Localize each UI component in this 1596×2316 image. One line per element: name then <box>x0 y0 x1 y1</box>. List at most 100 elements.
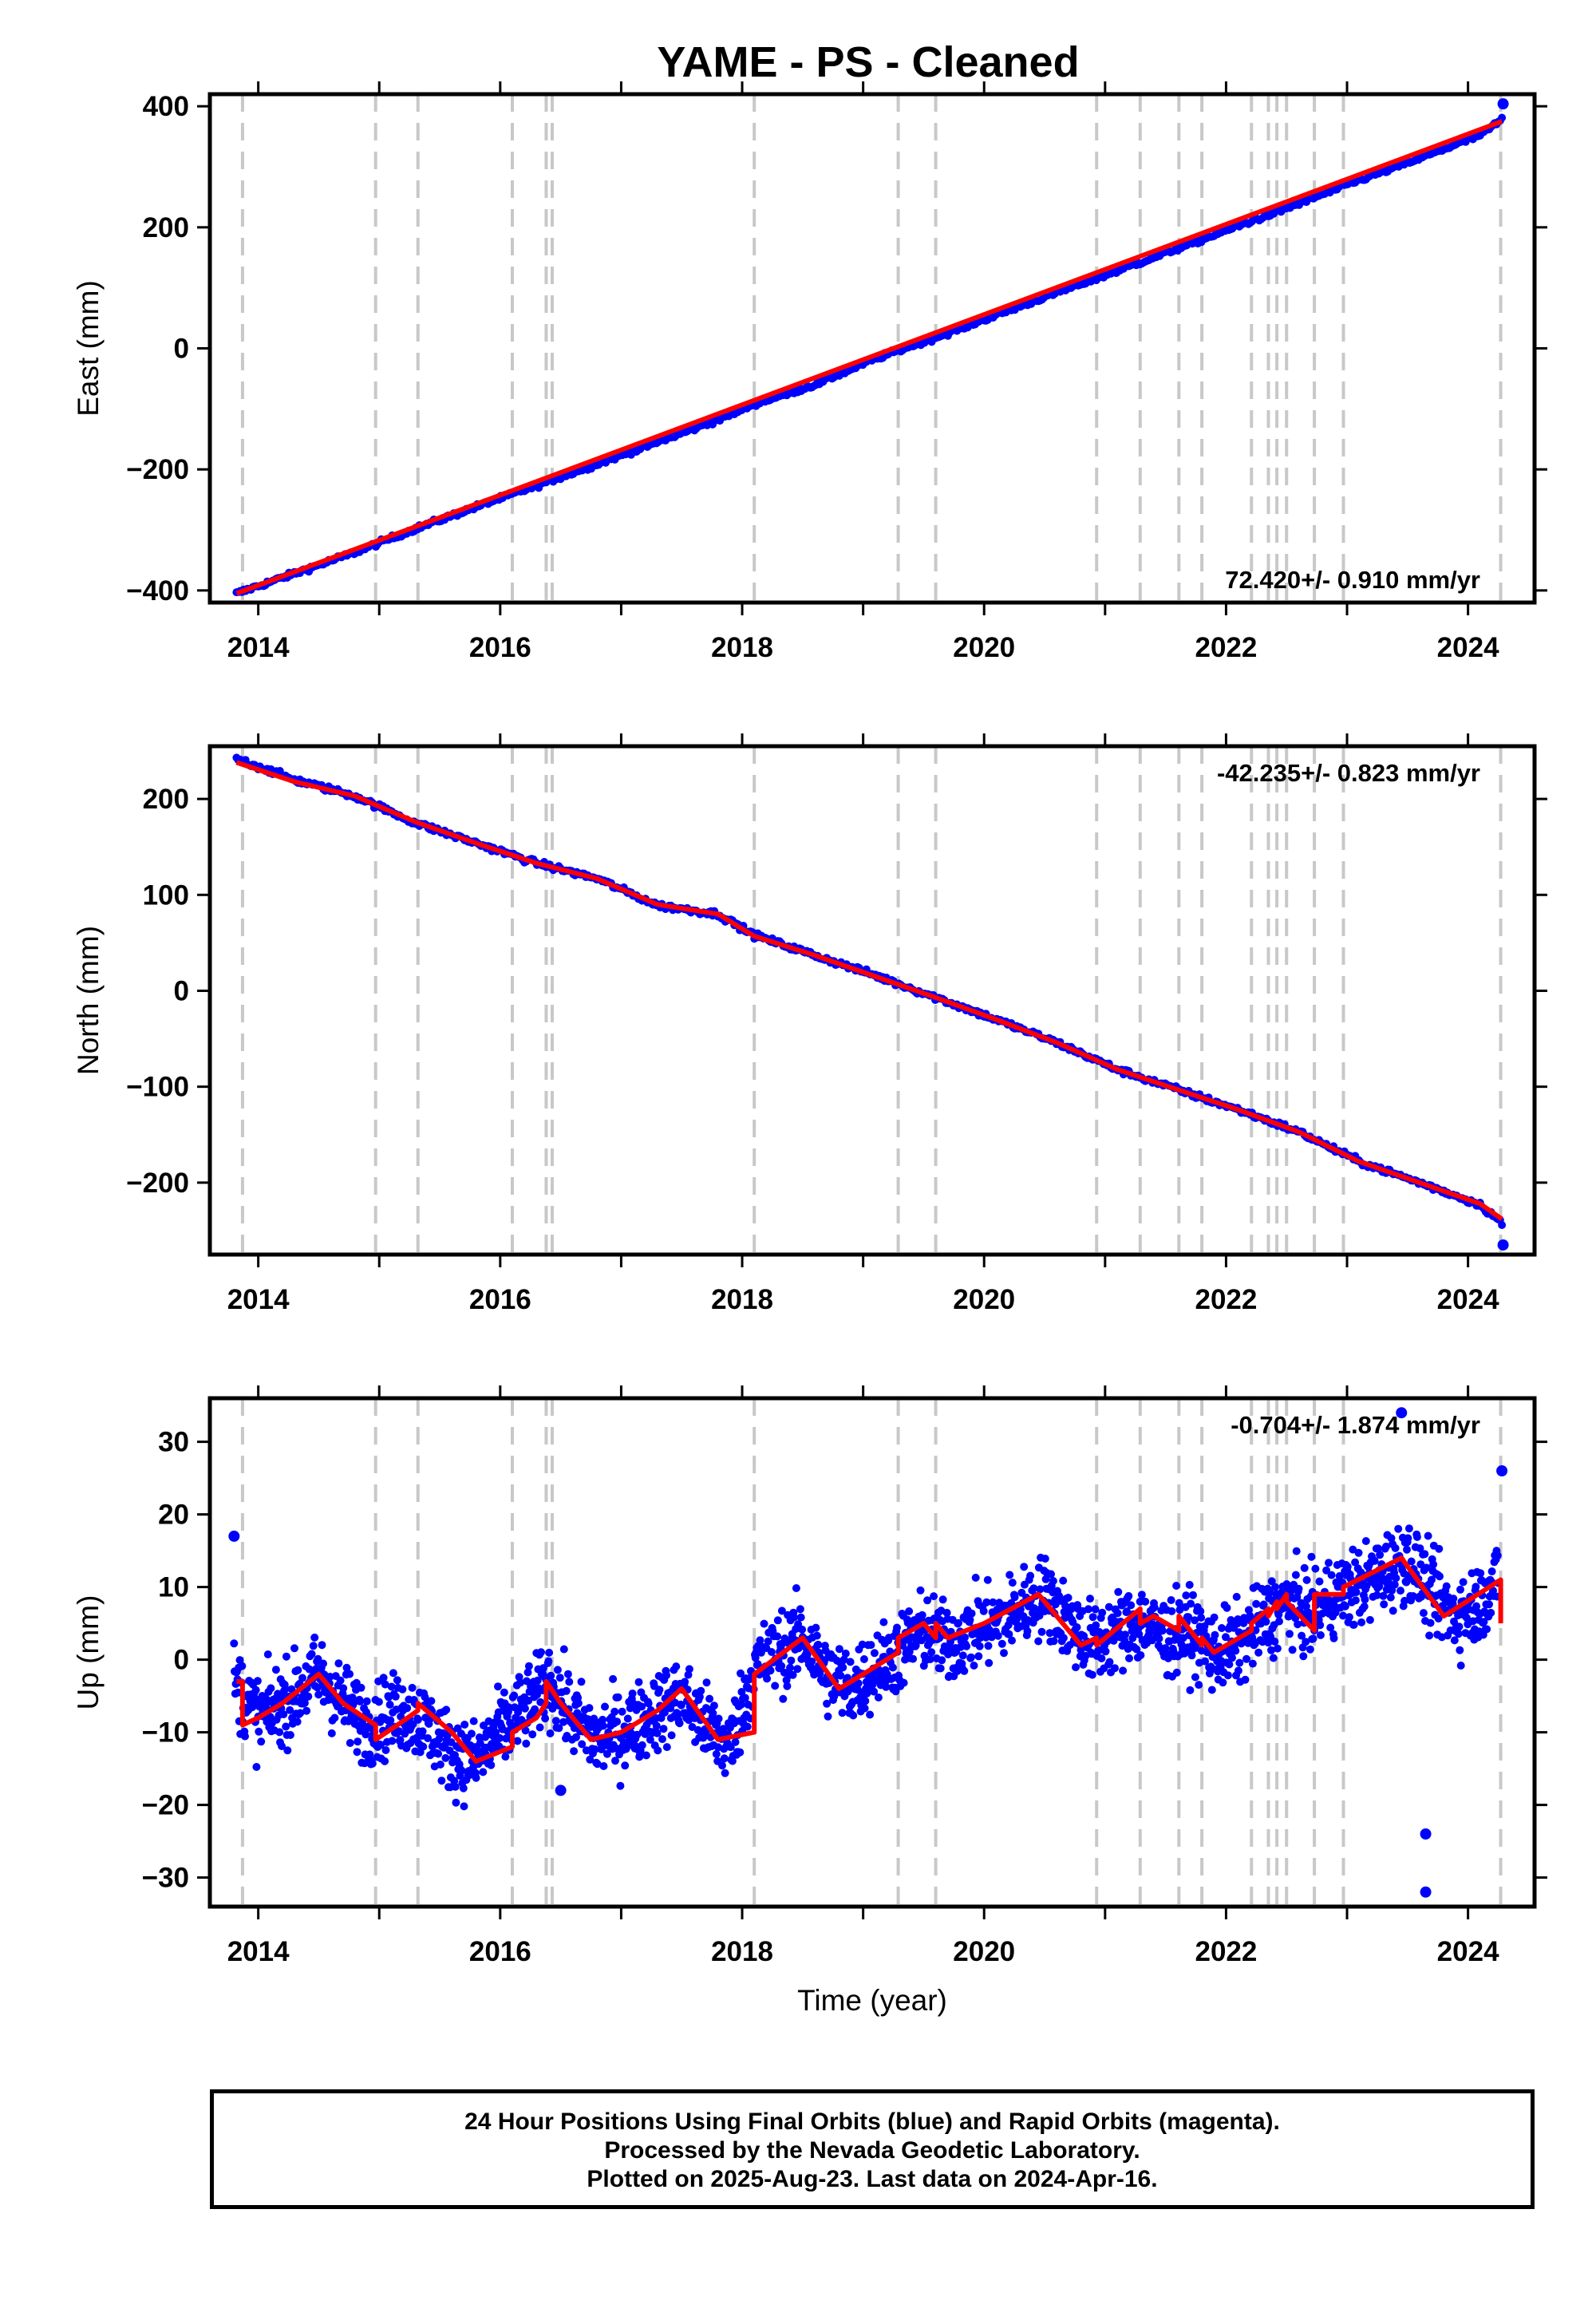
data-point <box>621 1761 630 1770</box>
data-point <box>1023 1626 1032 1635</box>
data-point <box>841 1649 850 1658</box>
data-point <box>1361 1595 1369 1604</box>
data-point <box>756 1636 764 1645</box>
data-point <box>1407 1557 1416 1566</box>
x-tick-label: 2020 <box>953 632 1015 663</box>
data-point <box>905 1647 914 1656</box>
data-point <box>436 1761 444 1769</box>
x-tick-label: 2014 <box>227 632 290 663</box>
data-point <box>989 1598 998 1607</box>
outlier-point-1 <box>228 1530 240 1542</box>
data-point <box>1327 1571 1336 1579</box>
plot-area <box>232 746 1509 1255</box>
data-point <box>278 1742 286 1750</box>
data-point <box>1404 1534 1412 1543</box>
data-point <box>860 1704 869 1713</box>
data-point <box>314 1654 322 1663</box>
data-point <box>1036 1585 1045 1594</box>
data-point <box>1104 1603 1113 1611</box>
x-tick-label: 2016 <box>469 1284 531 1315</box>
data-point <box>1352 1588 1361 1596</box>
data-point <box>823 1699 832 1708</box>
data-point <box>1498 1221 1507 1229</box>
data-point <box>1196 1607 1205 1615</box>
data-point <box>974 1652 983 1661</box>
data-point <box>1005 1571 1014 1579</box>
data-point <box>954 1618 962 1627</box>
data-point <box>667 1731 676 1740</box>
panel-1: −400 −200 0 200 400 2014 2016 2018 2020 2022 2024 E… <box>72 38 1547 663</box>
data-point <box>1420 1550 1429 1559</box>
y-tick-label: −400 <box>126 575 189 607</box>
data-point <box>1232 1592 1241 1601</box>
data-point <box>1351 1558 1360 1567</box>
x-tick-label: 2022 <box>1195 1284 1257 1315</box>
data-point <box>836 1671 845 1680</box>
data-point <box>368 1759 377 1768</box>
data-point <box>1271 1583 1279 1591</box>
data-point <box>753 1660 762 1669</box>
data-point <box>1270 1637 1279 1646</box>
data-point <box>1361 1537 1370 1545</box>
data-point <box>578 1740 587 1749</box>
data-point <box>790 1613 798 1622</box>
data-point <box>553 1666 562 1674</box>
data-point <box>1315 1577 1324 1586</box>
data-point <box>936 1664 945 1673</box>
data-point <box>796 1613 805 1622</box>
data-point <box>618 1707 626 1716</box>
data-point <box>1254 1648 1263 1657</box>
data-point <box>1073 1623 1081 1631</box>
data-point <box>888 1663 897 1672</box>
outlier-point-4 <box>1420 1828 1432 1840</box>
data-point <box>1300 1563 1309 1572</box>
data-point <box>1167 1596 1175 1604</box>
data-point <box>764 1637 772 1646</box>
data-point <box>418 1727 427 1736</box>
data-point <box>983 1575 992 1584</box>
data-point <box>779 1694 788 1703</box>
data-point <box>437 1777 446 1785</box>
data-point <box>814 1640 823 1649</box>
data-point <box>500 1688 508 1697</box>
data-point <box>737 1669 745 1678</box>
data-point <box>893 1623 901 1632</box>
model-fit-line <box>235 119 1503 596</box>
data-point <box>601 1702 609 1711</box>
data-point <box>870 1649 879 1658</box>
data-point <box>570 1747 579 1756</box>
data-point <box>705 1694 714 1703</box>
data-point <box>1479 1618 1488 1626</box>
data-point <box>1187 1651 1196 1660</box>
data-point <box>867 1641 875 1650</box>
data-point <box>1391 1543 1400 1552</box>
data-point <box>1450 1636 1459 1645</box>
rate-label: -42.235+/- 0.823 mm/yr <box>1217 759 1480 787</box>
data-point <box>859 1655 868 1663</box>
data-point <box>1045 1629 1054 1638</box>
data-point <box>642 1751 650 1760</box>
data-point <box>1267 1646 1275 1654</box>
x-axis-label: Time (year) <box>797 1984 947 2017</box>
data-point <box>314 1690 323 1699</box>
data-point <box>555 1724 563 1733</box>
data-point <box>1454 1630 1463 1638</box>
data-point <box>1248 1659 1257 1668</box>
outlier-point-3 <box>1396 1407 1408 1419</box>
data-point <box>1288 1646 1297 1654</box>
data-point <box>994 1631 1002 1640</box>
data-point <box>1158 1626 1167 1635</box>
data-point <box>547 1671 555 1680</box>
data-point <box>1092 1621 1100 1630</box>
data-point <box>281 1685 290 1694</box>
x-tick-label: 2024 <box>1437 632 1499 663</box>
data-point <box>1302 1602 1310 1611</box>
data-point <box>942 1608 951 1617</box>
x-tick-label: 2016 <box>469 632 531 663</box>
data-point <box>389 1669 397 1678</box>
data-point <box>1422 1563 1431 1572</box>
data-point <box>374 1697 383 1706</box>
data-point <box>1184 1613 1193 1622</box>
data-point <box>310 1633 319 1642</box>
data-point <box>1326 1623 1335 1632</box>
